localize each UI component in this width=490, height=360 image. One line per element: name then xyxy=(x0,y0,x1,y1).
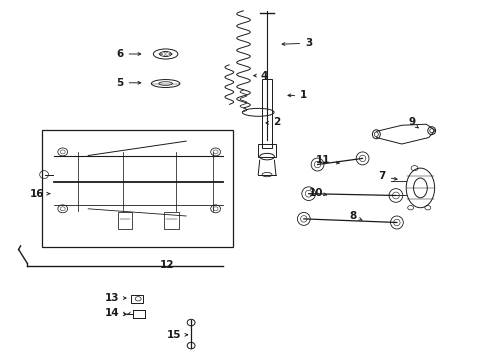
Text: 14: 14 xyxy=(104,308,126,318)
Text: 4: 4 xyxy=(254,71,269,81)
Text: 6: 6 xyxy=(117,49,141,59)
Text: 10: 10 xyxy=(309,188,326,198)
Bar xyxy=(118,212,132,229)
Text: 1: 1 xyxy=(288,90,307,100)
Bar xyxy=(42,130,233,247)
Text: 2: 2 xyxy=(266,117,280,127)
Text: 12: 12 xyxy=(159,260,174,270)
Text: 5: 5 xyxy=(117,78,141,88)
Text: 15: 15 xyxy=(167,330,188,340)
Bar xyxy=(258,144,276,157)
Text: 9: 9 xyxy=(408,117,418,128)
Bar xyxy=(262,79,272,148)
Text: 8: 8 xyxy=(349,211,362,221)
Text: 3: 3 xyxy=(282,38,312,48)
Bar xyxy=(131,295,143,303)
Text: 16: 16 xyxy=(29,189,50,199)
Text: 7: 7 xyxy=(378,171,397,181)
Bar xyxy=(164,212,179,229)
Text: 13: 13 xyxy=(104,293,126,303)
Text: 11: 11 xyxy=(316,155,339,165)
